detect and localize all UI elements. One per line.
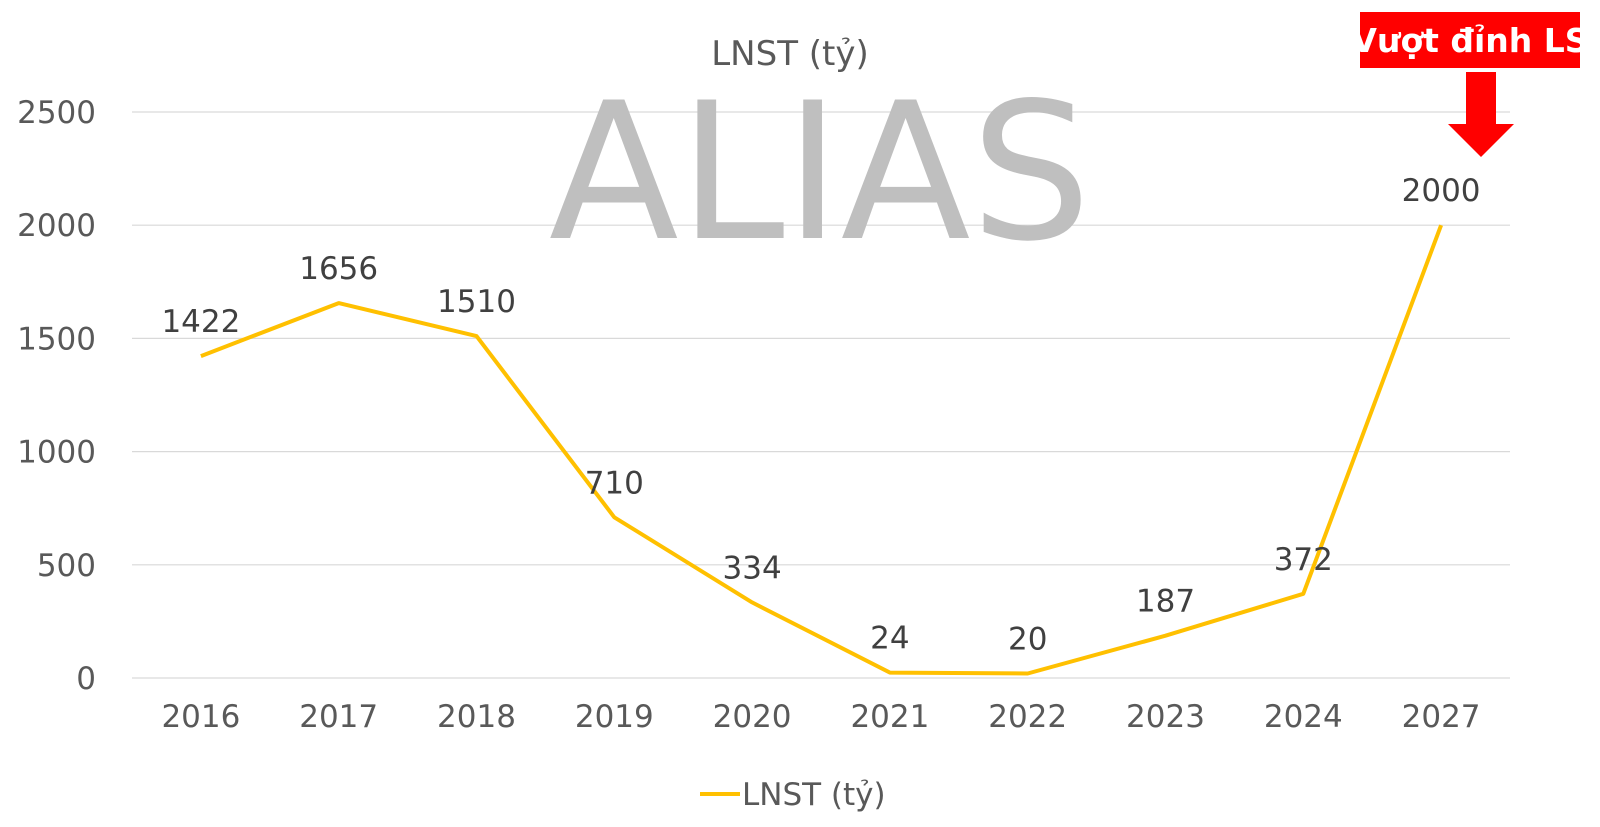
x-tick-label: 2018 bbox=[437, 699, 516, 735]
x-tick-label: 2024 bbox=[1264, 699, 1343, 735]
down-arrow-icon bbox=[1448, 72, 1514, 157]
data-label: 710 bbox=[585, 465, 644, 501]
x-tick-label: 2022 bbox=[988, 699, 1067, 735]
x-tick-label: 2016 bbox=[161, 699, 240, 735]
legend-label: LNST (tỷ) bbox=[742, 777, 886, 813]
y-tick-label: 2000 bbox=[17, 208, 96, 244]
x-tick-label: 2017 bbox=[299, 699, 378, 735]
y-tick-label: 500 bbox=[37, 548, 96, 584]
data-labels: 1422 1656 1510 710 334 24 20 187 372 2000 bbox=[161, 173, 1480, 657]
callout: Vượt đỉnh LS bbox=[1351, 12, 1589, 157]
series-line bbox=[200, 224, 1443, 676]
data-label: 187 bbox=[1136, 584, 1195, 620]
y-axis-ticks: 0 500 1000 1500 2000 2500 bbox=[17, 95, 96, 697]
data-label: 334 bbox=[723, 550, 782, 586]
callout-box bbox=[1360, 12, 1580, 68]
y-tick-label: 2500 bbox=[17, 95, 96, 131]
x-tick-label: 2021 bbox=[850, 699, 929, 735]
x-axis-ticks: 2016 2017 2018 2019 2020 2021 2022 2023 2024 2027 bbox=[161, 699, 1480, 735]
watermark-text: ALIAS bbox=[549, 62, 1091, 283]
data-label: 20 bbox=[1008, 621, 1047, 657]
x-tick-label: 2023 bbox=[1126, 699, 1205, 735]
x-tick-label: 2019 bbox=[575, 699, 654, 735]
data-label: 1510 bbox=[437, 284, 516, 320]
x-tick-label: 2020 bbox=[713, 699, 792, 735]
y-tick-label: 1000 bbox=[17, 435, 96, 471]
data-label: 24 bbox=[870, 621, 909, 657]
legend: LNST (tỷ) bbox=[700, 777, 886, 813]
x-tick-label: 2027 bbox=[1402, 699, 1481, 735]
callout-text: Vượt đỉnh LS bbox=[1351, 21, 1588, 60]
y-tick-label: 1500 bbox=[17, 321, 96, 357]
data-label: 2000 bbox=[1402, 173, 1481, 209]
data-label: 1656 bbox=[299, 251, 378, 287]
chart-title: LNST (tỷ) bbox=[711, 34, 869, 74]
data-label: 372 bbox=[1274, 542, 1333, 578]
y-tick-label: 0 bbox=[76, 661, 96, 697]
gridlines bbox=[132, 111, 1510, 679]
data-label: 1422 bbox=[161, 304, 240, 340]
